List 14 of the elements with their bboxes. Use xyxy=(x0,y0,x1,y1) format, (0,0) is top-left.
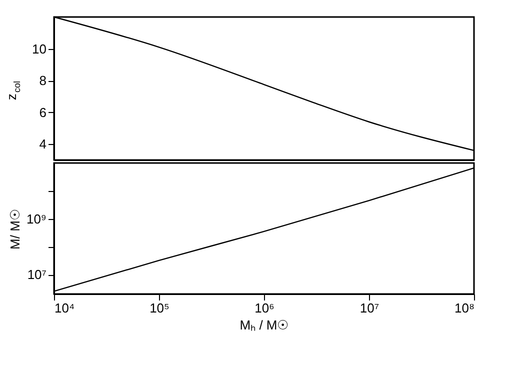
y-tick-label: 6 xyxy=(39,104,46,120)
y-tick-label: 10⁹ xyxy=(26,211,46,226)
x-axis-title: Mₕ / M☉ xyxy=(240,318,290,332)
x-tick-label: 10⁵ xyxy=(150,300,170,316)
y-tick-label: 8 xyxy=(39,73,46,88)
y-tick-label: 4 xyxy=(39,136,46,152)
y-tick-label: 10 xyxy=(32,41,46,56)
x-tick-label: 10⁷ xyxy=(360,300,380,316)
x-tick-label: 10⁴ xyxy=(54,300,75,316)
y-axis-title: zcol xyxy=(4,81,22,100)
y-axis-title: M/ M☉ xyxy=(7,208,22,250)
x-tick-label: 10⁶ xyxy=(254,300,274,316)
x-tick-label: 10⁸ xyxy=(454,300,474,316)
y-tick-label: 10⁷ xyxy=(27,267,47,282)
